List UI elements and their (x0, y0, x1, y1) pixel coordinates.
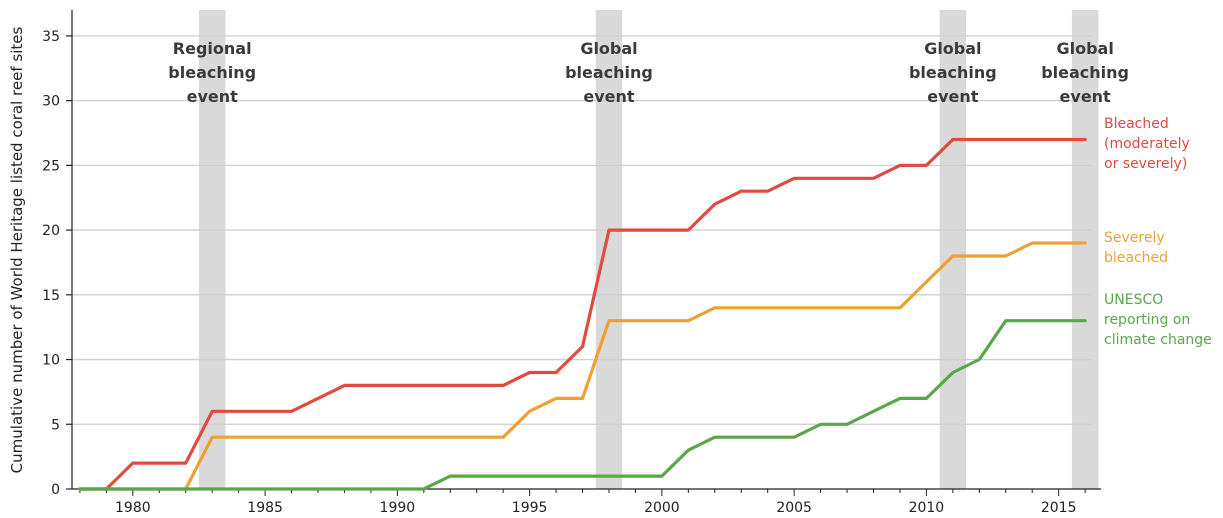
event-band-1 (595, 10, 623, 489)
series-label-1: Severely bleached (1104, 230, 1168, 266)
event-label-3: Global bleaching event (1041, 39, 1129, 106)
event-bands (198, 10, 1099, 489)
event-label-line: bleaching (168, 63, 256, 82)
series-line-0 (78, 137, 1087, 491)
series-label-0: Bleached (moderately or severely) (1104, 116, 1190, 172)
series-label-line: bleached (1104, 250, 1168, 266)
series-label-line: Bleached (1104, 116, 1169, 132)
event-label-line: event (187, 87, 239, 106)
event-band-3 (1071, 10, 1099, 489)
y-tick-label-25: 25 (42, 158, 60, 174)
x-tick-label-2000: 2000 (644, 500, 680, 516)
y-tick-label-5: 5 (51, 417, 60, 433)
event-label-line: Global (1056, 39, 1113, 58)
series-label-2: UNESCO reporting on climate change (1104, 292, 1212, 348)
x-tick-label-2015: 2015 (1041, 500, 1077, 516)
series-label-line: Severely (1104, 230, 1165, 246)
y-tick-label-20: 20 (42, 223, 60, 239)
y-tick-label-10: 10 (42, 353, 60, 369)
series-label-line: or severely) (1104, 156, 1187, 172)
x-tick-label-2005: 2005 (776, 500, 812, 516)
event-label-line: event (927, 87, 979, 106)
event-label-2: Global bleaching event (909, 39, 997, 106)
event-band-0 (198, 10, 226, 489)
y-axis-title: Cumulative number of World Heritage list… (8, 27, 26, 474)
y-tick-label-0: 0 (51, 482, 60, 498)
series-label-line: (moderately (1104, 136, 1190, 152)
event-label-line: Global (924, 39, 981, 58)
event-label-line: Regional (173, 39, 252, 58)
x-tick-label-1995: 1995 (512, 500, 548, 516)
gridlines (72, 35, 1093, 425)
event-band-2 (939, 10, 967, 489)
series-lines (78, 137, 1087, 491)
series-label-line: UNESCO (1104, 292, 1163, 308)
event-label-line: bleaching (565, 63, 653, 82)
event-label-1: Global bleaching event (565, 39, 653, 106)
y-tick-label-30: 30 (42, 94, 60, 110)
event-label-line: Global (580, 39, 637, 58)
event-label-line: event (583, 87, 635, 106)
x-tick-label-1980: 1980 (115, 500, 151, 516)
series-line-2 (78, 319, 1087, 491)
event-label-line: bleaching (1041, 63, 1129, 82)
event-label-0: Regional bleaching event (168, 39, 256, 106)
event-label-line: event (1060, 87, 1112, 106)
series-labels: Bleached (moderately or severely) Severely b… (1104, 116, 1212, 348)
event-label-line: bleaching (909, 63, 997, 82)
y-tick-label-35: 35 (42, 29, 60, 45)
y-tick-label-15: 15 (42, 288, 60, 304)
series-label-line: reporting on (1104, 312, 1190, 328)
x-tick-label-1985: 1985 (247, 500, 283, 516)
series-line-1 (78, 241, 1087, 491)
x-tick-label-1990: 1990 (380, 500, 416, 516)
x-tick-label-2010: 2010 (909, 500, 945, 516)
event-labels: Regional bleaching event Global bleaching eve… (168, 39, 1129, 106)
series-label-line: climate change (1104, 332, 1212, 348)
